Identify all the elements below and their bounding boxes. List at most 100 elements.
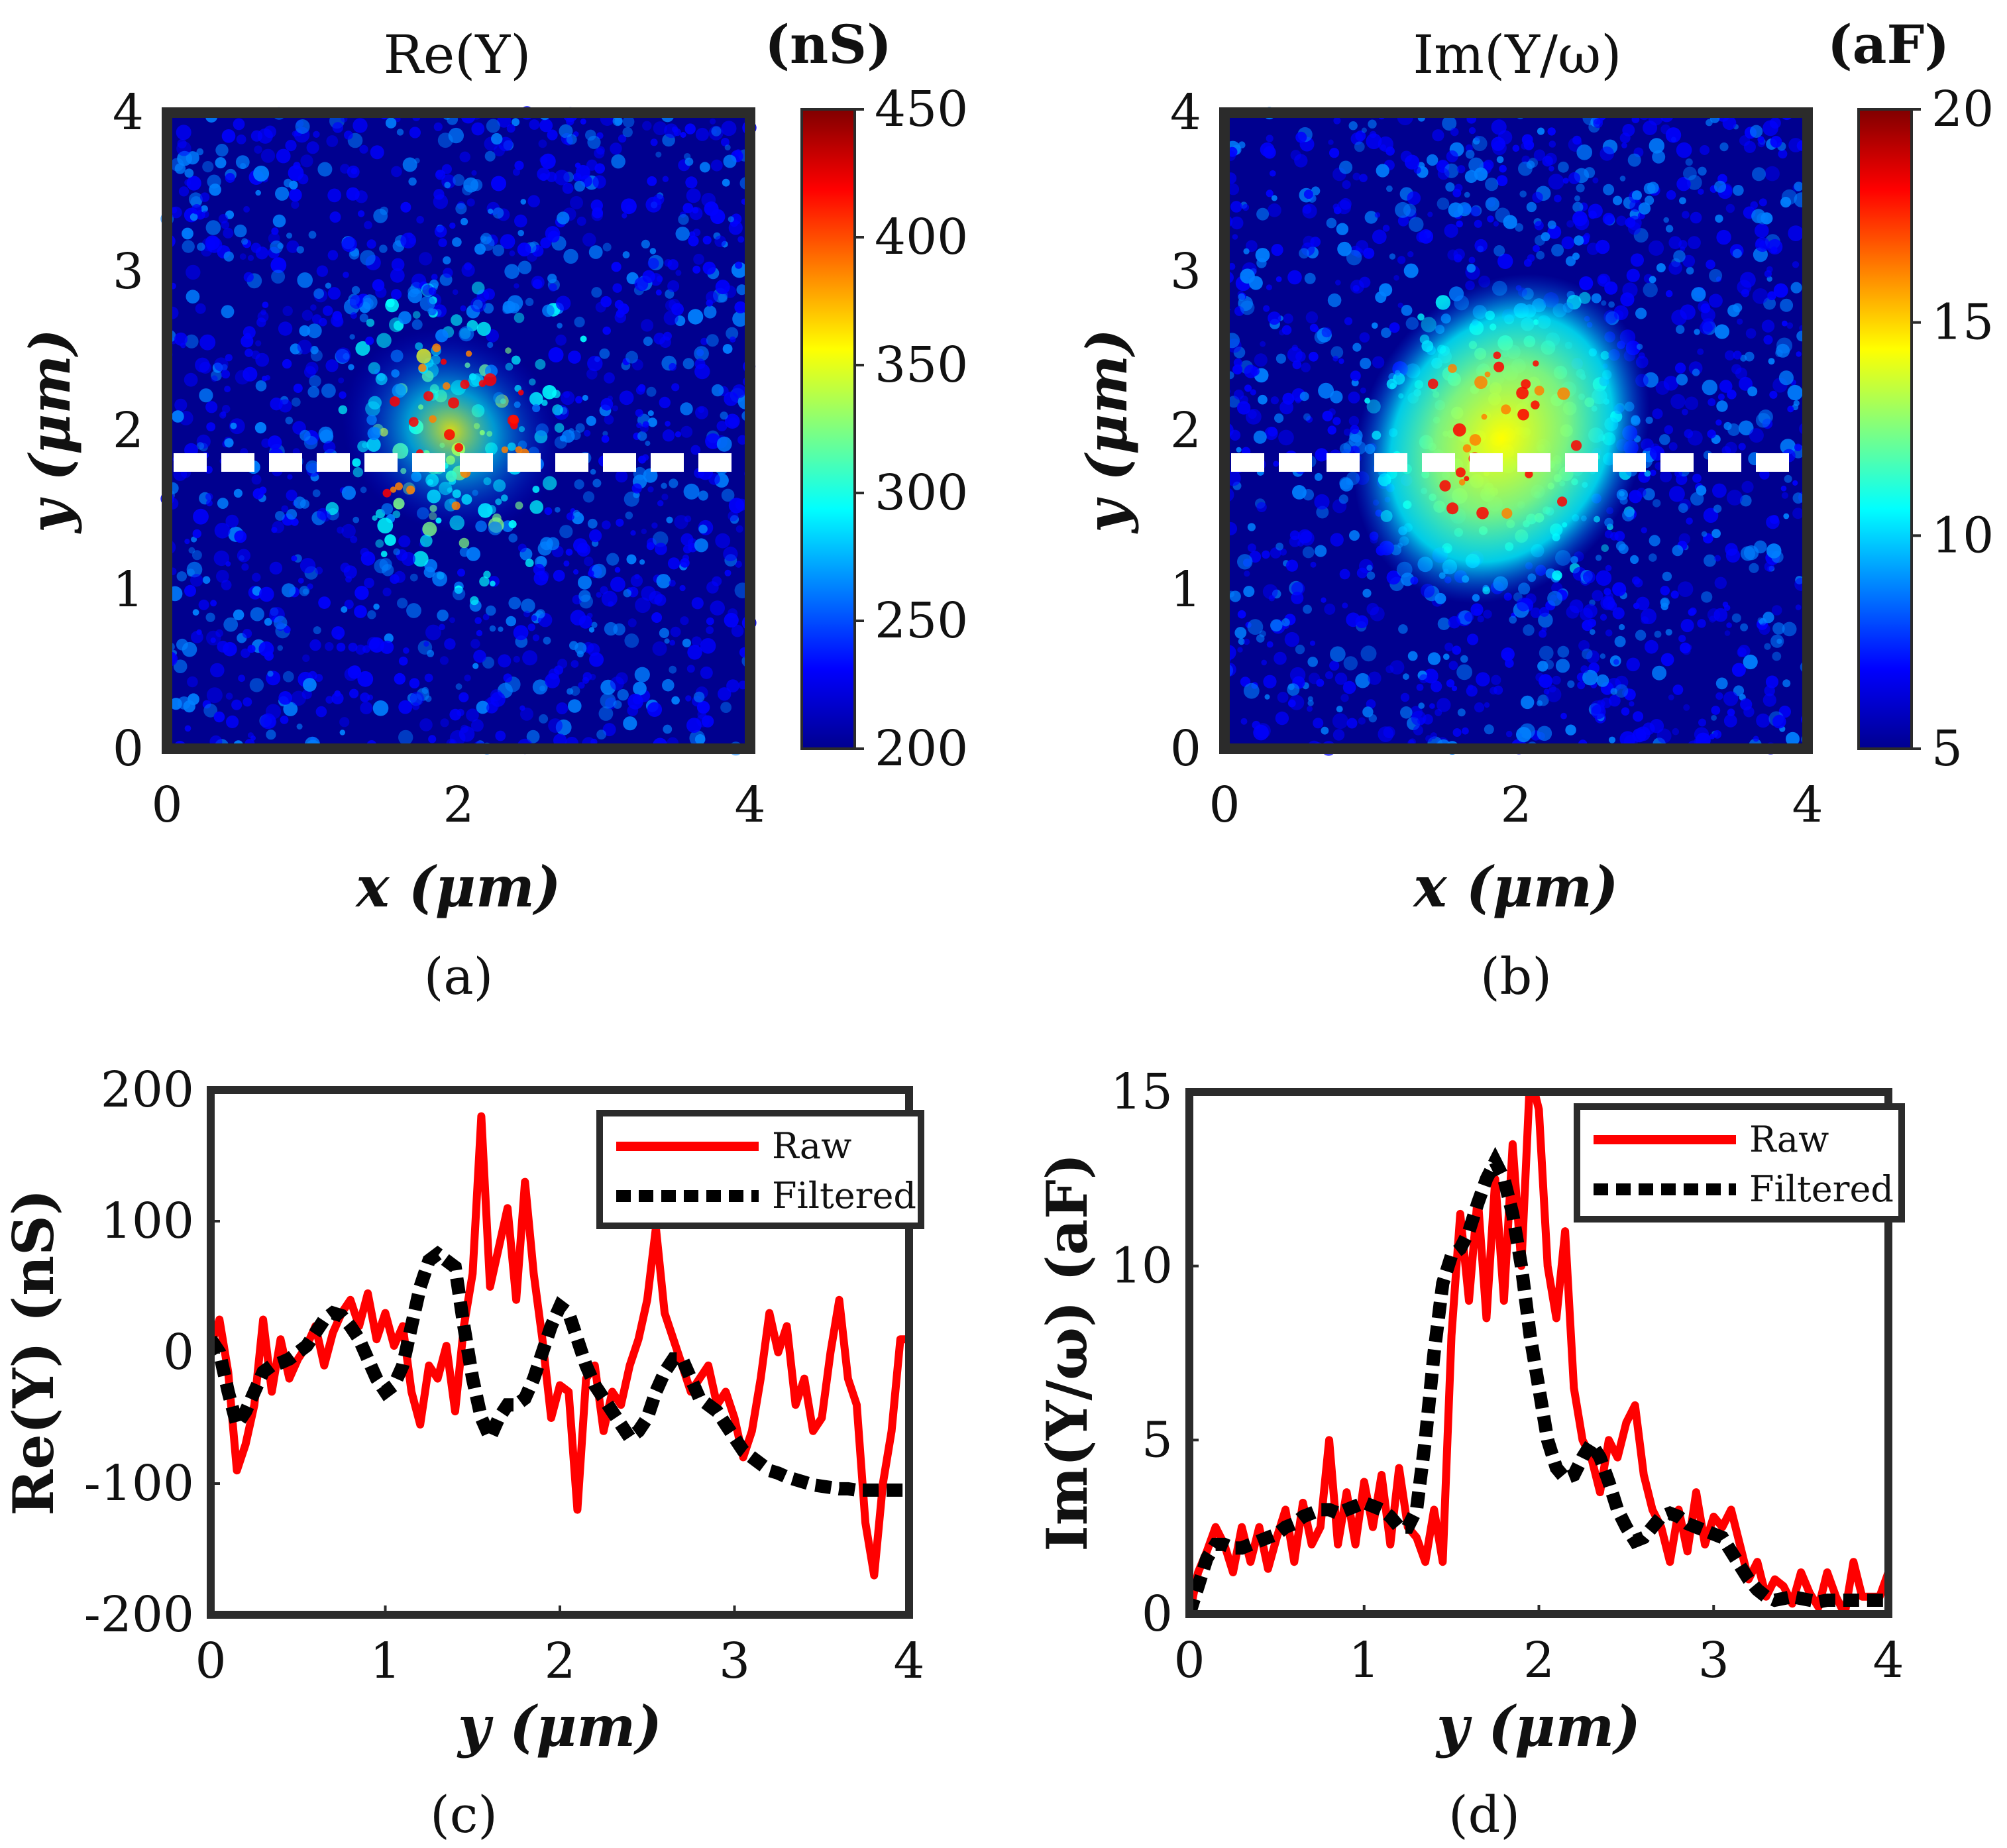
panel-b-title: Im(Y/ω): [1413, 24, 1622, 85]
heatmap-speckle: [517, 243, 531, 256]
heatmap-speckle: [1631, 190, 1642, 201]
heatmap-speckle: [1285, 559, 1299, 572]
heatmap-speckle: [1532, 191, 1543, 203]
heatmap-speckle: [489, 625, 496, 632]
heatmap-speckle: [317, 162, 333, 177]
heatmap-speckle: [1232, 234, 1238, 240]
heatmap-speckle: [1238, 141, 1246, 148]
heatmap-speckle: [315, 567, 323, 574]
heatmap-speckle: [1468, 127, 1476, 135]
heatmap-speckle: [1773, 283, 1788, 298]
heatmap-speckle: [239, 253, 246, 260]
heatmap-speckle: [692, 229, 701, 237]
heatmap-speckle: [1352, 172, 1361, 181]
panel-a-heatmap-image: [160, 106, 757, 756]
heatmap-speckle: [682, 358, 694, 370]
panel-d-legend-box: [1574, 1103, 1905, 1223]
heatmap-speckle: [700, 638, 716, 654]
heatmap-speckle: [1782, 622, 1797, 637]
heatmap-speckle: [1565, 724, 1576, 735]
heatmap-speckle: [693, 254, 704, 265]
heatmap-speckle: [1637, 488, 1647, 498]
heatmap-speckle: [1368, 671, 1382, 685]
heatmap-speckle: [1444, 642, 1454, 652]
heatmap-peak-speckle: [1493, 351, 1501, 360]
heatmap-peak-speckle: [1531, 400, 1540, 409]
heatmap-speckle: [291, 555, 298, 562]
heatmap-speckle: [1536, 250, 1545, 260]
heatmap-speckle: [653, 121, 667, 136]
heatmap-speckle: [1484, 724, 1494, 735]
heatmap-speckle: [1660, 470, 1672, 483]
heatmap-speckle: [582, 677, 590, 684]
heatmap-speckle: [532, 634, 540, 641]
heatmap-speckle: [1327, 293, 1342, 307]
heatmap-speckle: [720, 702, 732, 713]
heatmap-speckle: [1491, 675, 1501, 685]
heatmap-speckle: [366, 318, 375, 327]
heatmap-speckle: [297, 272, 313, 288]
heatmap-speckle: [1694, 329, 1700, 335]
heatmap-speckle: [382, 564, 394, 576]
heatmap-speckle: [1716, 400, 1728, 412]
heatmap-speckle: [614, 117, 623, 126]
heatmap-speckle: [1289, 530, 1300, 541]
heatmap-speckle: [471, 170, 477, 176]
heatmap-speckle: [1456, 220, 1463, 228]
panel-c-xlabel: y (μm): [457, 1694, 662, 1759]
heatmap-speckle: [1311, 186, 1321, 195]
heatmap-speckle: [235, 370, 250, 385]
heatmap-speckle: [694, 538, 708, 553]
heatmap-speckle: [1444, 223, 1458, 238]
heatmap-speckle: [1284, 631, 1300, 647]
heatmap-speckle: [535, 358, 546, 370]
heatmap-speckle: [1339, 476, 1352, 490]
heatmap-speckle: [1437, 197, 1450, 210]
heatmap-speckle: [566, 512, 575, 521]
heatmap-speckle: [1605, 565, 1612, 572]
heatmap-speckle: [177, 138, 187, 148]
heatmap-speckle: [566, 117, 574, 126]
heatmap-speckle: [275, 511, 285, 521]
heatmap-speckle: [253, 166, 270, 182]
heatmap-speckle: [1561, 236, 1574, 250]
heatmap-speckle: [174, 332, 188, 346]
heatmap-speckle: [574, 316, 585, 328]
heatmap-speckle: [1733, 351, 1742, 360]
heatmap-speckle: [1645, 195, 1654, 205]
colorbar-tick-label: 250: [875, 592, 968, 649]
x-tick-label: 2: [544, 1633, 575, 1690]
heatmap-speckle: [449, 617, 455, 624]
heatmap-speckle: [1548, 140, 1556, 148]
heatmap-speckle: [600, 398, 614, 411]
heatmap-speckle: [1385, 665, 1394, 674]
heatmap-speckle: [1719, 380, 1733, 393]
heatmap-speckle: [1497, 253, 1513, 269]
heatmap-speckle: [1749, 125, 1763, 138]
heatmap-speckle: [202, 161, 214, 173]
heatmap-speckle: [242, 629, 252, 639]
panel-d-legend: Raw Filtered: [1574, 1103, 1905, 1223]
heatmap-speckle: [1305, 415, 1313, 423]
heatmap-speckle: [602, 326, 611, 335]
heatmap-speckle: [1769, 117, 1781, 129]
heatmap-speckle: [1236, 447, 1242, 453]
heatmap-speckle: [1624, 688, 1636, 701]
heatmap-speckle: [1686, 266, 1694, 275]
heatmap-speckle: [1321, 327, 1332, 338]
y-tick-label: 0: [113, 720, 144, 777]
heatmap-speckle: [549, 283, 557, 292]
heatmap-speckle: [661, 482, 667, 489]
heatmap-speckle: [1321, 726, 1329, 735]
heatmap-speckle: [574, 479, 584, 490]
heatmap-speckle: [714, 235, 726, 248]
heatmap-speckle: [645, 196, 662, 213]
heatmap-speckle: [611, 262, 622, 272]
heatmap-speckle: [385, 298, 399, 313]
heatmap-speckle: [1474, 702, 1485, 713]
heatmap-speckle: [604, 414, 614, 425]
heatmap-speckle: [492, 245, 504, 256]
heatmap-speckle: [1437, 618, 1450, 630]
heatmap-speckle: [680, 425, 693, 438]
